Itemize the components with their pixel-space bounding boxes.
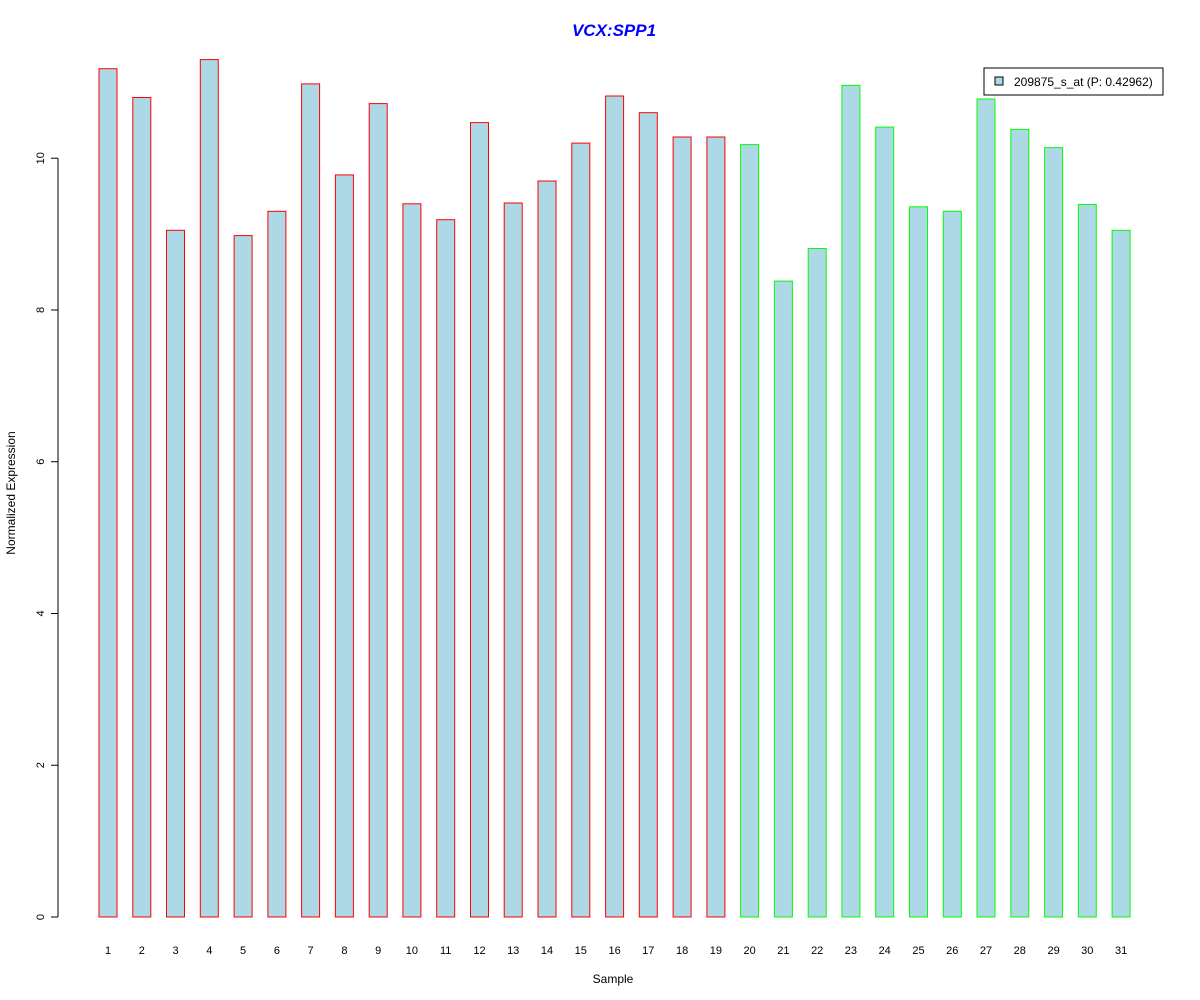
x-tick-label: 21 — [777, 945, 789, 957]
bar-sample-20 — [741, 145, 759, 917]
x-tick-label: 14 — [541, 945, 553, 957]
x-tick-label: 27 — [980, 945, 992, 957]
bar-sample-17 — [639, 113, 657, 917]
x-tick-label: 1 — [105, 945, 111, 957]
bar-sample-21 — [774, 281, 792, 917]
y-tick-label: 8 — [35, 307, 47, 313]
bar-sample-6 — [268, 211, 286, 917]
legend-label: 209875_s_at (P: 0.42962) — [1014, 75, 1153, 89]
bar-sample-29 — [1045, 148, 1063, 917]
x-tick-label: 6 — [274, 945, 280, 957]
x-tick-label: 22 — [811, 945, 823, 957]
bar-sample-11 — [437, 220, 455, 917]
x-tick-label: 9 — [375, 945, 381, 957]
bar-sample-23 — [842, 85, 860, 917]
bar-sample-8 — [335, 175, 353, 917]
bar-chart: VCX:SPP1 0246810 1 2 3 4 5 6 7 8 9 10 11 12 13 14 15 16… — [0, 0, 1200, 1000]
x-tick-label: 16 — [608, 945, 620, 957]
bar-sample-22 — [808, 249, 826, 918]
y-axis: 0 2 4 6 8 10 — [35, 152, 58, 920]
bar-sample-1 — [99, 69, 117, 917]
bar-sample-9 — [369, 104, 387, 917]
y-tick-label: 10 — [35, 152, 47, 164]
y-axis-label: Normalized Expression — [4, 431, 18, 554]
bar-sample-5 — [234, 236, 252, 917]
bar-sample-10 — [403, 204, 421, 917]
x-tick-label: 3 — [172, 945, 178, 957]
bar-sample-30 — [1078, 205, 1096, 918]
x-tick-label: 23 — [845, 945, 857, 957]
y-tick-label: 6 — [35, 459, 47, 465]
bar-sample-18 — [673, 137, 691, 917]
x-tick-label: 26 — [946, 945, 958, 957]
bar-sample-26 — [943, 211, 961, 917]
x-tick-label: 30 — [1081, 945, 1093, 957]
x-tick-label: 2 — [139, 945, 145, 957]
x-tick-label: 28 — [1014, 945, 1026, 957]
x-tick-label: 7 — [308, 945, 314, 957]
chart-title: VCX:SPP1 — [572, 21, 656, 40]
x-tick-label: 29 — [1047, 945, 1059, 957]
x-tick-label: 12 — [473, 945, 485, 957]
y-tick-label: 0 — [35, 914, 47, 920]
bar-sample-14 — [538, 181, 556, 917]
bar-sample-25 — [910, 207, 928, 917]
bar-sample-19 — [707, 137, 725, 917]
x-tick-label: 19 — [710, 945, 722, 957]
bar-sample-4 — [200, 60, 218, 917]
x-tick-label: 13 — [507, 945, 519, 957]
x-tick-label: 5 — [240, 945, 246, 957]
bar-sample-2 — [133, 98, 151, 918]
x-tick-label: 31 — [1115, 945, 1127, 957]
bar-sample-13 — [504, 203, 522, 917]
bar-sample-3 — [167, 230, 185, 917]
bar-sample-15 — [572, 143, 590, 917]
x-tick-label: 4 — [206, 945, 212, 957]
legend-swatch — [995, 77, 1003, 85]
bar-sample-16 — [606, 96, 624, 917]
y-tick-label: 4 — [35, 610, 47, 616]
x-tick-label: 24 — [879, 945, 891, 957]
x-axis-label: Sample — [593, 972, 634, 986]
x-tick-label: 25 — [912, 945, 924, 957]
x-tick-label: 8 — [341, 945, 347, 957]
bar-sample-7 — [302, 84, 320, 917]
legend: 209875_s_at (P: 0.42962) — [984, 68, 1163, 95]
bar-sample-28 — [1011, 129, 1029, 917]
x-tick-labels: 1 2 3 4 5 6 7 8 9 10 11 12 13 14 15 16 17 18 19 20 21 22 23 24 2… — [105, 945, 1127, 957]
bar-sample-12 — [471, 123, 489, 917]
x-tick-label: 10 — [406, 945, 418, 957]
x-tick-label: 15 — [575, 945, 587, 957]
bar-sample-27 — [977, 99, 995, 917]
x-tick-label: 17 — [642, 945, 654, 957]
bar-sample-24 — [876, 127, 894, 917]
bar-sample-31 — [1112, 230, 1130, 917]
x-tick-label: 20 — [743, 945, 755, 957]
bars-group — [99, 60, 1130, 917]
x-tick-label: 11 — [440, 945, 451, 957]
x-tick-label: 18 — [676, 945, 688, 957]
y-tick-label: 2 — [35, 762, 47, 768]
